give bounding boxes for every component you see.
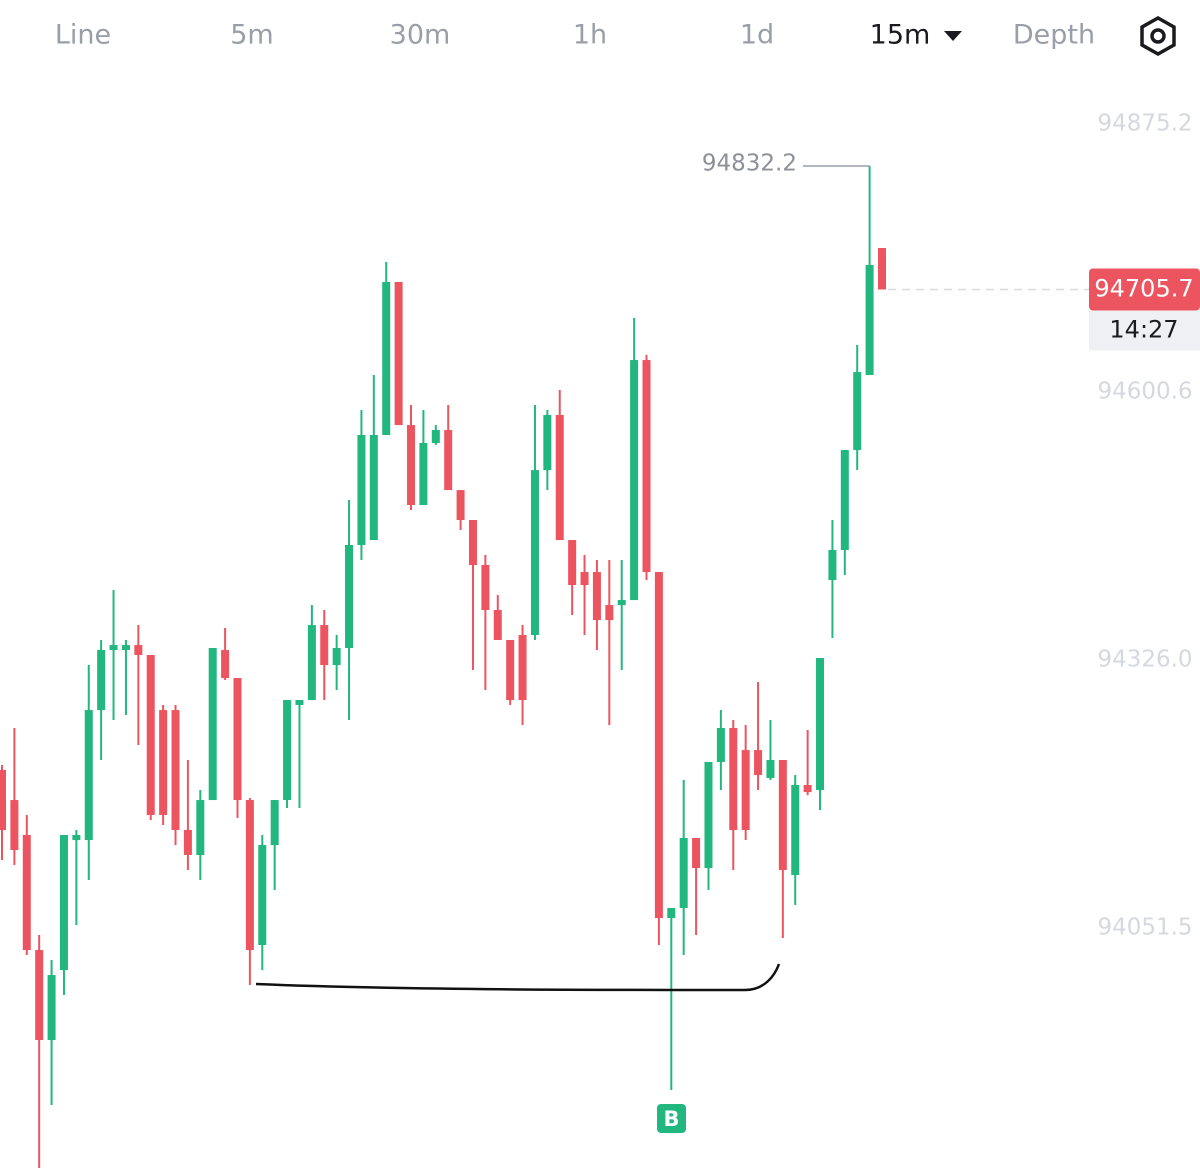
- candle-body: [307, 625, 316, 700]
- candle-body: [134, 645, 143, 656]
- candle-body: [59, 834, 68, 971]
- candle-body: [357, 435, 366, 546]
- candle-body: [109, 645, 118, 651]
- candle-body: [543, 415, 552, 471]
- candle-body: [704, 761, 713, 869]
- candle-body: [816, 658, 825, 790]
- candle-body: [146, 655, 155, 815]
- candle-body: [481, 565, 490, 611]
- candle-body: [605, 605, 614, 621]
- countdown: 14:27: [1109, 315, 1178, 343]
- candle-body: [506, 639, 515, 700]
- candle-body: [419, 443, 428, 505]
- plot: 94051.5 94326.0 94600.6 94875.2 94832.2 94705…: [0, 111, 1200, 1168]
- candle-body: [221, 650, 230, 679]
- candle-body: [97, 650, 106, 711]
- toolbar: Line 5m 30m 1h 1d 15m Depth: [55, 20, 1095, 51]
- candle-body: [642, 360, 651, 573]
- tab[interactable]: 1h: [573, 20, 607, 51]
- candle-body: [270, 800, 279, 846]
- candle-body: [22, 834, 31, 951]
- candle-body: [121, 645, 130, 651]
- candle-body: [692, 838, 701, 869]
- candle-body: [233, 678, 242, 801]
- candle-body: [493, 610, 502, 640]
- dropdown-caret[interactable]: [944, 31, 962, 41]
- candle-body: [803, 785, 812, 793]
- candle-body: [630, 360, 639, 601]
- y-tick-label: 94875.2: [1097, 111, 1192, 137]
- tab[interactable]: 30m: [390, 20, 451, 51]
- candle-body: [568, 540, 577, 586]
- candle-body: [10, 800, 19, 851]
- candle-body: [778, 760, 787, 871]
- candle-body: [766, 760, 775, 778]
- price-tag: [1089, 268, 1200, 311]
- candle-body: [245, 800, 254, 951]
- candle-body: [530, 470, 539, 635]
- candle-body: [444, 430, 453, 491]
- candle-body: [456, 490, 465, 521]
- candle-body: [741, 750, 750, 831]
- candle-body: [878, 248, 886, 290]
- candle-body: [382, 281, 391, 436]
- candle-body: [592, 572, 601, 621]
- candle-body: [617, 600, 626, 606]
- candle-body: [196, 800, 205, 855]
- candle-body: [72, 834, 81, 841]
- candle-body: [791, 785, 800, 875]
- candle-body: [171, 710, 180, 831]
- candle-body: [431, 430, 440, 444]
- buy-marker: B: [663, 1107, 679, 1131]
- candle-body: [654, 572, 663, 919]
- candle-body: [84, 710, 93, 841]
- candle-body: [679, 838, 688, 908]
- candle-body: [258, 845, 267, 945]
- candle-body: [159, 710, 168, 815]
- price-tag-label: 94705.7: [1094, 274, 1193, 302]
- y-tick-label: 94600.6: [1097, 379, 1192, 405]
- tab[interactable]: 1d: [740, 20, 774, 51]
- candle-body: [47, 975, 56, 1041]
- candle-body: [667, 907, 676, 919]
- candle-body: [320, 625, 329, 666]
- candle-body: [332, 647, 341, 666]
- tab[interactable]: Line: [55, 20, 111, 51]
- candle-body: [840, 450, 849, 550]
- buy-marker-box: [657, 1104, 686, 1133]
- candle-body: [518, 634, 527, 700]
- settings-icon[interactable]: [1140, 15, 1176, 57]
- candle-body: [369, 435, 378, 541]
- tab[interactable]: Depth: [1013, 20, 1095, 51]
- candle-body: [716, 728, 725, 762]
- candle-body: [345, 545, 354, 648]
- candle-body: [295, 699, 304, 705]
- candle-body: [865, 264, 874, 375]
- y-tick-label: 94051.5: [1097, 914, 1192, 940]
- candle-body: [754, 750, 763, 776]
- candle-body: [208, 647, 217, 801]
- tab[interactable]: 15m: [870, 20, 931, 51]
- candle-body: [35, 950, 44, 1041]
- tab[interactable]: 5m: [230, 20, 273, 51]
- countdown-box: [1089, 310, 1200, 351]
- candle-body: [555, 415, 564, 541]
- hand-drawn-line: [255, 963, 781, 992]
- candle-body: [729, 728, 738, 831]
- candle-body: [183, 830, 192, 855]
- candle-body: [283, 699, 292, 801]
- candle-body: [828, 549, 837, 581]
- candle-body: [0, 769, 6, 831]
- high-annotation: 94832.2: [702, 151, 797, 177]
- candle-body: [853, 372, 862, 451]
- candle-body: [468, 520, 477, 566]
- y-tick-label: 94326.0: [1097, 647, 1192, 673]
- candle-body: [580, 572, 589, 586]
- candle-body: [407, 425, 416, 505]
- candle-body: [394, 281, 403, 426]
